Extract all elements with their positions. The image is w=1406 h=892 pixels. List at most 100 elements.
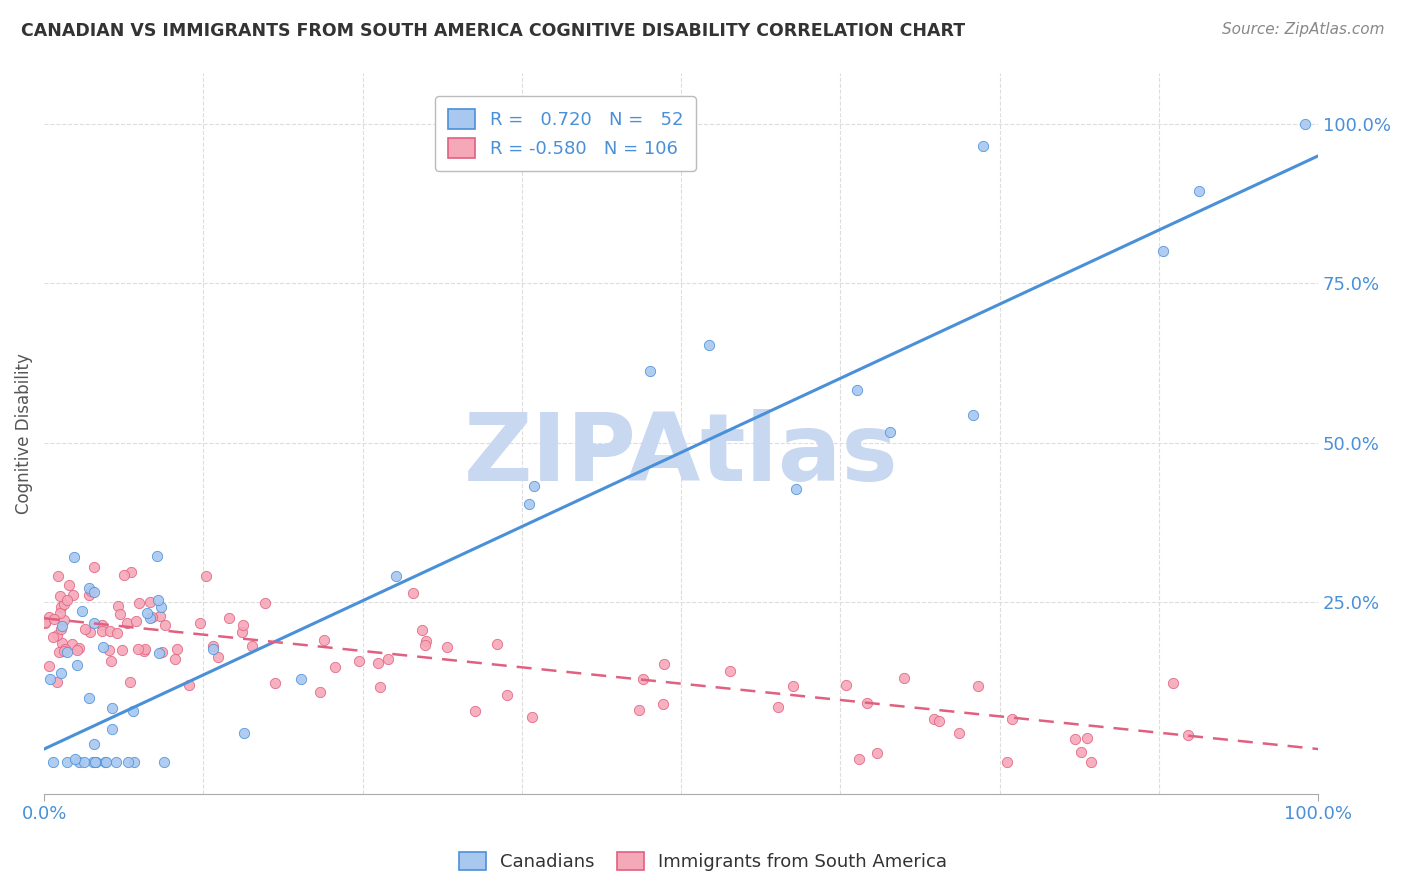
Point <box>966 679 988 693</box>
Point <box>128 596 150 610</box>
Point <box>312 633 335 648</box>
Point <box>972 139 994 153</box>
Point <box>149 608 172 623</box>
Point <box>652 698 675 712</box>
Point <box>1188 184 1211 198</box>
Point <box>104 755 127 769</box>
Point <box>83 755 105 769</box>
Point <box>264 676 287 690</box>
Point <box>846 383 869 397</box>
Point <box>149 599 172 614</box>
Point <box>188 615 211 630</box>
Point <box>75 622 97 636</box>
Point <box>652 657 675 671</box>
Point <box>402 586 425 600</box>
Point <box>45 628 67 642</box>
Point <box>385 569 408 583</box>
Point <box>139 611 162 625</box>
Point <box>232 726 254 740</box>
Point <box>77 581 100 595</box>
Point <box>97 642 120 657</box>
Point <box>148 646 170 660</box>
Point <box>100 624 122 638</box>
Point <box>125 614 148 628</box>
Point <box>201 639 224 653</box>
Point <box>48 645 70 659</box>
Point <box>165 652 187 666</box>
Legend: R =   0.720   N =   52, R = -0.580   N = 106: R = 0.720 N = 52, R = -0.580 N = 106 <box>436 96 696 170</box>
Point <box>73 755 96 769</box>
Point <box>893 671 915 685</box>
Point <box>486 637 509 651</box>
Point <box>108 607 131 621</box>
Point <box>377 652 399 666</box>
Point <box>122 755 145 769</box>
Point <box>49 606 72 620</box>
Point <box>948 726 970 740</box>
Point <box>63 752 86 766</box>
Point <box>51 636 73 650</box>
Point <box>232 618 254 632</box>
Point <box>56 645 79 659</box>
Point <box>115 616 138 631</box>
Point <box>231 625 253 640</box>
Point <box>367 656 389 670</box>
Point <box>347 654 370 668</box>
Point <box>782 679 804 693</box>
Point <box>42 755 65 769</box>
Point <box>82 755 104 769</box>
Point <box>121 565 143 579</box>
Point <box>62 589 84 603</box>
Point <box>53 613 76 627</box>
Point <box>53 641 76 656</box>
Point <box>415 633 437 648</box>
Point <box>856 696 879 710</box>
Point <box>120 675 142 690</box>
Point <box>519 497 541 511</box>
Y-axis label: Cognitive Disability: Cognitive Disability <box>15 353 32 514</box>
Point <box>152 755 174 769</box>
Point <box>101 722 124 736</box>
Point <box>1070 745 1092 759</box>
Point <box>309 685 332 699</box>
Point <box>290 672 312 686</box>
Point <box>848 752 870 766</box>
Point <box>94 755 117 769</box>
Point <box>928 714 950 728</box>
Point <box>53 597 76 611</box>
Point <box>44 612 66 626</box>
Point <box>34 615 56 630</box>
Point <box>53 644 76 658</box>
Point <box>496 688 519 702</box>
Point <box>520 709 543 723</box>
Point <box>107 599 129 614</box>
Point <box>111 642 134 657</box>
Point <box>91 624 114 638</box>
Point <box>56 755 79 769</box>
Point <box>631 673 654 687</box>
Point <box>240 639 263 653</box>
Point <box>100 654 122 668</box>
Point <box>194 569 217 583</box>
Point <box>83 737 105 751</box>
Point <box>136 606 159 620</box>
Point <box>65 643 87 657</box>
Point <box>105 625 128 640</box>
Point <box>77 589 100 603</box>
Text: ZIPAtlas: ZIPAtlas <box>464 409 898 501</box>
Point <box>67 755 90 769</box>
Point <box>766 700 789 714</box>
Point <box>79 625 101 640</box>
Point <box>148 593 170 607</box>
Point <box>1064 731 1087 746</box>
Point <box>38 659 60 673</box>
Point <box>84 755 107 769</box>
Point <box>139 595 162 609</box>
Point <box>785 483 807 497</box>
Point <box>49 589 72 603</box>
Point <box>153 617 176 632</box>
Point <box>49 622 72 636</box>
Point <box>112 567 135 582</box>
Point <box>122 704 145 718</box>
Point <box>51 619 73 633</box>
